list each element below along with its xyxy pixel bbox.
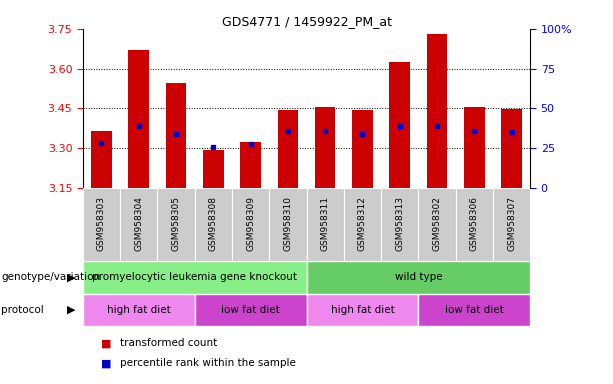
Bar <box>418 188 455 261</box>
Text: genotype/variation: genotype/variation <box>1 272 101 283</box>
Text: GSM958308: GSM958308 <box>209 196 218 251</box>
Bar <box>158 188 195 261</box>
Text: GSM958313: GSM958313 <box>395 196 404 251</box>
Text: GSM958302: GSM958302 <box>433 196 441 251</box>
Bar <box>120 188 158 261</box>
Bar <box>306 261 530 294</box>
Bar <box>501 109 522 188</box>
Bar <box>352 110 373 188</box>
Text: GSM958306: GSM958306 <box>470 196 479 251</box>
Bar <box>455 188 493 261</box>
Bar <box>195 294 306 326</box>
Bar <box>306 188 344 261</box>
Text: wild type: wild type <box>395 272 442 283</box>
Bar <box>315 107 335 188</box>
Text: GSM958303: GSM958303 <box>97 196 106 251</box>
Bar <box>203 150 224 188</box>
Bar <box>493 188 530 261</box>
Text: protocol: protocol <box>1 305 44 315</box>
Text: ▶: ▶ <box>67 272 76 283</box>
Text: high fat diet: high fat diet <box>330 305 394 315</box>
Text: low fat diet: low fat diet <box>445 305 504 315</box>
Bar <box>381 188 418 261</box>
Bar <box>83 294 195 326</box>
Bar <box>306 294 418 326</box>
Bar <box>83 261 306 294</box>
Bar <box>232 188 269 261</box>
Text: ■: ■ <box>101 338 112 348</box>
Bar <box>83 188 120 261</box>
Text: high fat diet: high fat diet <box>107 305 170 315</box>
Text: low fat diet: low fat diet <box>221 305 280 315</box>
Text: GSM958309: GSM958309 <box>246 196 255 251</box>
Text: promyelocytic leukemia gene knockout: promyelocytic leukemia gene knockout <box>92 272 297 283</box>
Text: GSM958305: GSM958305 <box>172 196 180 251</box>
Bar <box>464 107 484 188</box>
Text: GSM958310: GSM958310 <box>283 196 292 251</box>
Bar <box>195 188 232 261</box>
Bar <box>427 34 447 188</box>
Text: percentile rank within the sample: percentile rank within the sample <box>120 358 295 368</box>
Text: GSM958312: GSM958312 <box>358 196 367 251</box>
Bar <box>418 294 530 326</box>
Bar <box>91 131 112 188</box>
Bar <box>269 188 306 261</box>
Bar <box>166 83 186 188</box>
Bar <box>278 110 298 188</box>
Bar <box>344 188 381 261</box>
Title: GDS4771 / 1459922_PM_at: GDS4771 / 1459922_PM_at <box>221 15 392 28</box>
Text: transformed count: transformed count <box>120 338 217 348</box>
Text: ■: ■ <box>101 358 112 368</box>
Text: GSM958307: GSM958307 <box>507 196 516 251</box>
Bar <box>129 50 149 188</box>
Text: GSM958304: GSM958304 <box>134 196 143 251</box>
Bar <box>240 142 261 188</box>
Bar <box>389 62 410 188</box>
Text: GSM958311: GSM958311 <box>321 196 330 251</box>
Text: ▶: ▶ <box>67 305 76 315</box>
